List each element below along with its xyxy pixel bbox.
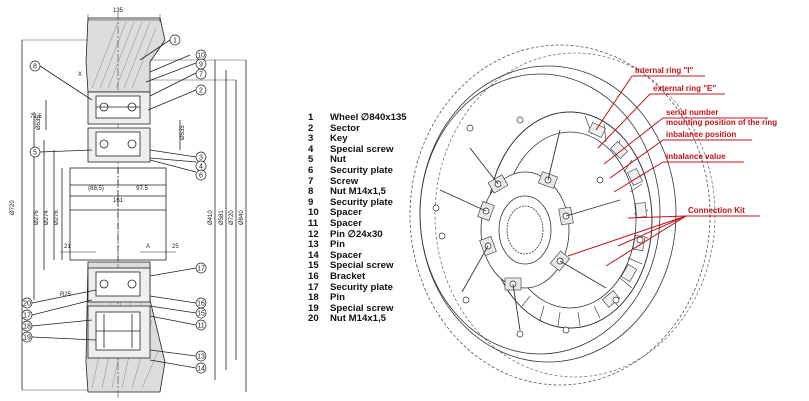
dim-center-3: 97.5	[136, 186, 148, 192]
parts-row: 3 Key	[308, 133, 348, 145]
label-connection-kit: Connection Kit	[688, 206, 745, 215]
dim-left-4: Ø276	[54, 210, 60, 225]
hub-bore	[498, 195, 552, 265]
label-mounting-position: mounting position of the ring	[666, 118, 777, 127]
wheel-inner-rim	[419, 73, 661, 355]
svg-text:16: 16	[197, 301, 205, 308]
parts-row: 10 Spacer	[308, 207, 362, 219]
dim-left-5: Ø535	[36, 115, 42, 130]
dim-21: 21	[64, 244, 71, 250]
svg-text:3: 3	[199, 155, 203, 162]
wheel-outer-rim-back	[434, 52, 716, 378]
svg-text:13: 13	[197, 354, 205, 361]
parts-row: 5 Nut	[308, 154, 346, 166]
dim-right-4: Ø840	[239, 210, 245, 225]
parts-row: 9 Security plate	[308, 196, 393, 208]
label-external-ring: external ring "E"	[653, 84, 716, 93]
callout-right-17: 17	[195, 262, 207, 274]
dim-right-3: Ø720	[229, 210, 235, 225]
label-serial-number: serial number	[666, 108, 718, 117]
dim-center-2: (88.5)	[88, 186, 104, 192]
parts-row: 18 Pin	[308, 292, 345, 304]
dim-small-2: Ø535	[180, 125, 186, 140]
right-callouts: 1 10 9 7 2 3 4 6 17 16 15 12 11 13 14	[169, 34, 207, 374]
parts-row: 14 Spacer	[308, 249, 362, 261]
dim-left-1: Ø720	[10, 200, 16, 215]
svg-text:6: 6	[199, 173, 203, 180]
parts-row: 12 Pin ∅24x30	[308, 228, 383, 240]
parts-row: 20 Nut M14x1,5	[308, 313, 386, 325]
red-leaders	[567, 75, 768, 267]
label-inbalance-position: inbalance position	[666, 130, 736, 139]
dim-right-1: Ø410	[208, 210, 214, 225]
left-callout-leaders	[31, 65, 97, 341]
callout-left-5: 5	[29, 146, 41, 158]
svg-text:11: 11	[197, 323, 204, 330]
callout-right-6: 6	[195, 169, 207, 181]
callout-right-11: 11	[195, 319, 207, 331]
callout-left-17: 17	[21, 309, 33, 321]
parts-row: 19 Special screw	[308, 302, 394, 314]
dim-r25: R25	[60, 292, 72, 298]
svg-text:8: 8	[33, 64, 37, 71]
parts-row: 16 Bracket	[308, 270, 366, 282]
parts-row: 4 Special screw	[308, 143, 394, 155]
svg-text:20: 20	[23, 301, 31, 308]
svg-text:14: 14	[197, 366, 205, 373]
dim-x: X	[78, 72, 82, 78]
callout-left-19: 19	[21, 331, 33, 343]
parts-row: 11 Spacer	[308, 217, 362, 229]
dim-left-3: Ø274	[44, 210, 50, 225]
svg-text:5: 5	[33, 150, 37, 157]
left-callouts: 8 5 20 17 18 19	[21, 60, 41, 343]
dim-right-2: Ø581	[219, 210, 225, 225]
svg-text:19: 19	[23, 335, 31, 342]
callout-left-8: 8	[29, 60, 41, 72]
dim-a: A	[146, 244, 150, 250]
dim-left-2: Ø276	[34, 210, 40, 225]
dim-center-1: 161	[113, 198, 124, 204]
svg-text:2: 2	[199, 88, 203, 95]
parts-row: 15 Special screw	[308, 260, 394, 272]
right-callout-leaders	[139, 39, 197, 369]
svg-text:17: 17	[23, 313, 31, 320]
svg-text:17: 17	[197, 266, 205, 273]
svg-text:4: 4	[199, 164, 203, 171]
parts-row: 13 Pin	[308, 239, 345, 251]
dim-top: 135	[113, 8, 124, 14]
label-inbalance-value: inbalance value	[666, 152, 726, 161]
callout-right-1: 1	[169, 34, 181, 46]
svg-text:7: 7	[199, 72, 203, 79]
dim-25: 25	[172, 244, 179, 250]
parts-row: 2 Sector	[308, 122, 360, 134]
svg-text:15: 15	[197, 311, 205, 318]
parts-row: 7 Screw	[308, 175, 359, 187]
parts-list: 1 Wheel ∅840x135 2 Sector 3 Key 4 Special sc…	[308, 112, 448, 325]
svg-text:18: 18	[23, 324, 31, 331]
parts-row: 17 Security plate	[308, 281, 393, 293]
parts-row: 1 Wheel ∅840x135	[308, 112, 407, 123]
callout-left-18: 18	[21, 320, 33, 332]
dim-small-1: 72,5	[30, 114, 42, 120]
callout-left-20: 20	[21, 297, 33, 309]
label-internal-ring: Internal ring "I"	[635, 66, 693, 75]
callout-right-2: 2	[195, 84, 207, 96]
parts-row: 8 Nut M14x1,5	[308, 186, 386, 198]
svg-text:9: 9	[199, 62, 203, 69]
callout-right-7: 7	[195, 68, 207, 80]
parts-row: 6 Security plate	[308, 164, 393, 176]
callout-right-13: 13	[195, 350, 207, 362]
callout-right-15: 15	[195, 307, 207, 319]
callout-right-3: 3	[195, 151, 207, 163]
callout-right-14: 14	[195, 362, 207, 374]
svg-text:10: 10	[197, 53, 205, 60]
wheel-outer-rim	[409, 44, 711, 386]
hub-outer	[480, 171, 570, 289]
svg-text:1: 1	[173, 38, 177, 45]
